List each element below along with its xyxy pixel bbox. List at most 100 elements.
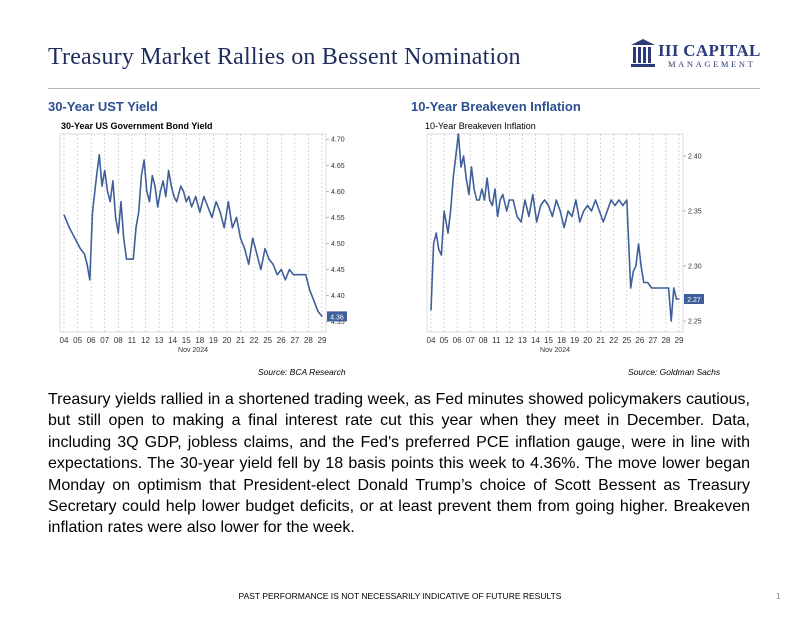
x-tick-label: 15 (182, 336, 191, 345)
x-tick-label: 18 (557, 336, 566, 345)
x-tick-label: 07 (100, 336, 109, 345)
data-point (301, 274, 303, 276)
x-tick-label: 13 (518, 336, 527, 345)
y-tick-label: 4.50 (331, 241, 345, 248)
x-tick-label: 28 (661, 336, 670, 345)
data-point (575, 199, 577, 201)
data-point (512, 199, 514, 201)
data-point (670, 320, 672, 322)
data-point (433, 243, 435, 245)
data-point (317, 310, 319, 312)
data-point (602, 221, 604, 223)
data-point (239, 237, 242, 239)
y-tick-label: 2.35 (688, 209, 702, 216)
data-point (494, 188, 496, 190)
data-point (188, 195, 190, 198)
data-point (115, 216, 117, 218)
data-point (571, 215, 573, 218)
data-point (622, 204, 624, 207)
data-point (138, 211, 140, 213)
company-logo: III CAPITAL MANAGEMENT (630, 38, 760, 74)
data-point (468, 193, 470, 196)
data-point (536, 221, 538, 223)
data-point (248, 263, 250, 265)
data-point (89, 279, 91, 281)
data-point (668, 287, 670, 289)
data-point (443, 210, 445, 212)
chart-30y-yield-svg: 30-Year US Government Bond Yield 04 05 06 07… (60, 121, 347, 354)
data-point (555, 199, 557, 201)
last-value-label: 2.27 (687, 297, 701, 304)
x-tick-label: 26 (277, 336, 286, 345)
data-point (98, 154, 100, 156)
data-point (129, 258, 132, 260)
data-point (146, 190, 148, 192)
data-point (162, 180, 164, 182)
data-point (647, 281, 649, 284)
data-point (276, 274, 278, 276)
x-tick-label: 04 (60, 336, 69, 345)
data-point (292, 274, 295, 276)
data-point (606, 210, 608, 212)
x-tick-label: 29 (675, 336, 684, 345)
x-tick-label: 12 (505, 336, 514, 345)
data-point (159, 190, 161, 192)
data-point (244, 248, 246, 250)
data-point (673, 287, 675, 289)
x-tick-label: 04 (427, 336, 436, 345)
chart-title: 10-Year Breakeven Inflation (425, 121, 536, 131)
x-tick-label: 08 (114, 336, 123, 345)
data-point (252, 237, 254, 239)
x-tick-label: 14 (531, 336, 540, 345)
x-tick-label: 19 (570, 336, 579, 345)
data-point (457, 133, 459, 135)
data-point (463, 155, 465, 157)
data-point (106, 190, 109, 192)
data-point (157, 206, 159, 208)
x-tick-label: 08 (479, 336, 488, 345)
data-point (651, 287, 653, 289)
data-point (272, 263, 274, 265)
x-tick-label: 21 (596, 336, 605, 345)
last-value-label: 4.36 (330, 314, 344, 321)
data-point (532, 193, 534, 196)
page-title: Treasury Market Rallies on Bessent Nomin… (48, 44, 521, 70)
data-point (168, 169, 170, 172)
data-point (665, 287, 667, 289)
data-point (112, 180, 114, 182)
data-point (440, 254, 442, 256)
data-point (483, 199, 486, 201)
page-number: 1 (776, 591, 781, 601)
x-tick-label: 25 (622, 336, 631, 345)
data-point (637, 243, 640, 245)
data-point (508, 199, 510, 201)
chart-10y-breakeven: 10-Year Breakeven Inflation 04 05 06 07 08 11 1… (425, 118, 725, 378)
data-point (540, 204, 542, 207)
logo-subtitle: MANAGEMENT (668, 59, 756, 69)
data-point (185, 201, 187, 203)
data-point (583, 210, 585, 212)
data-point (473, 188, 475, 190)
series-line (63, 153, 323, 317)
x-tick-label: 05 (440, 336, 449, 345)
data-point (79, 248, 81, 250)
data-point (68, 227, 70, 229)
data-point (594, 199, 597, 201)
x-tick-label: 25 (263, 336, 272, 345)
data-point (460, 166, 462, 168)
commentary-paragraph: Treasury yields rallied in a shortened t… (48, 391, 750, 537)
y-tick-label: 4.60 (331, 189, 345, 196)
x-tick-label: 22 (250, 336, 259, 345)
x-tick-label: 20 (222, 336, 231, 345)
data-point (551, 215, 553, 218)
data-point (506, 210, 508, 212)
data-point (309, 289, 311, 291)
data-point (590, 210, 593, 212)
data-point (173, 195, 175, 198)
data-point (140, 175, 142, 177)
left-chart-heading: 30-Year UST Yield (48, 99, 158, 114)
data-point (120, 201, 122, 203)
data-point (489, 199, 491, 201)
title-divider (48, 88, 760, 89)
x-tick-label: 21 (236, 336, 245, 345)
